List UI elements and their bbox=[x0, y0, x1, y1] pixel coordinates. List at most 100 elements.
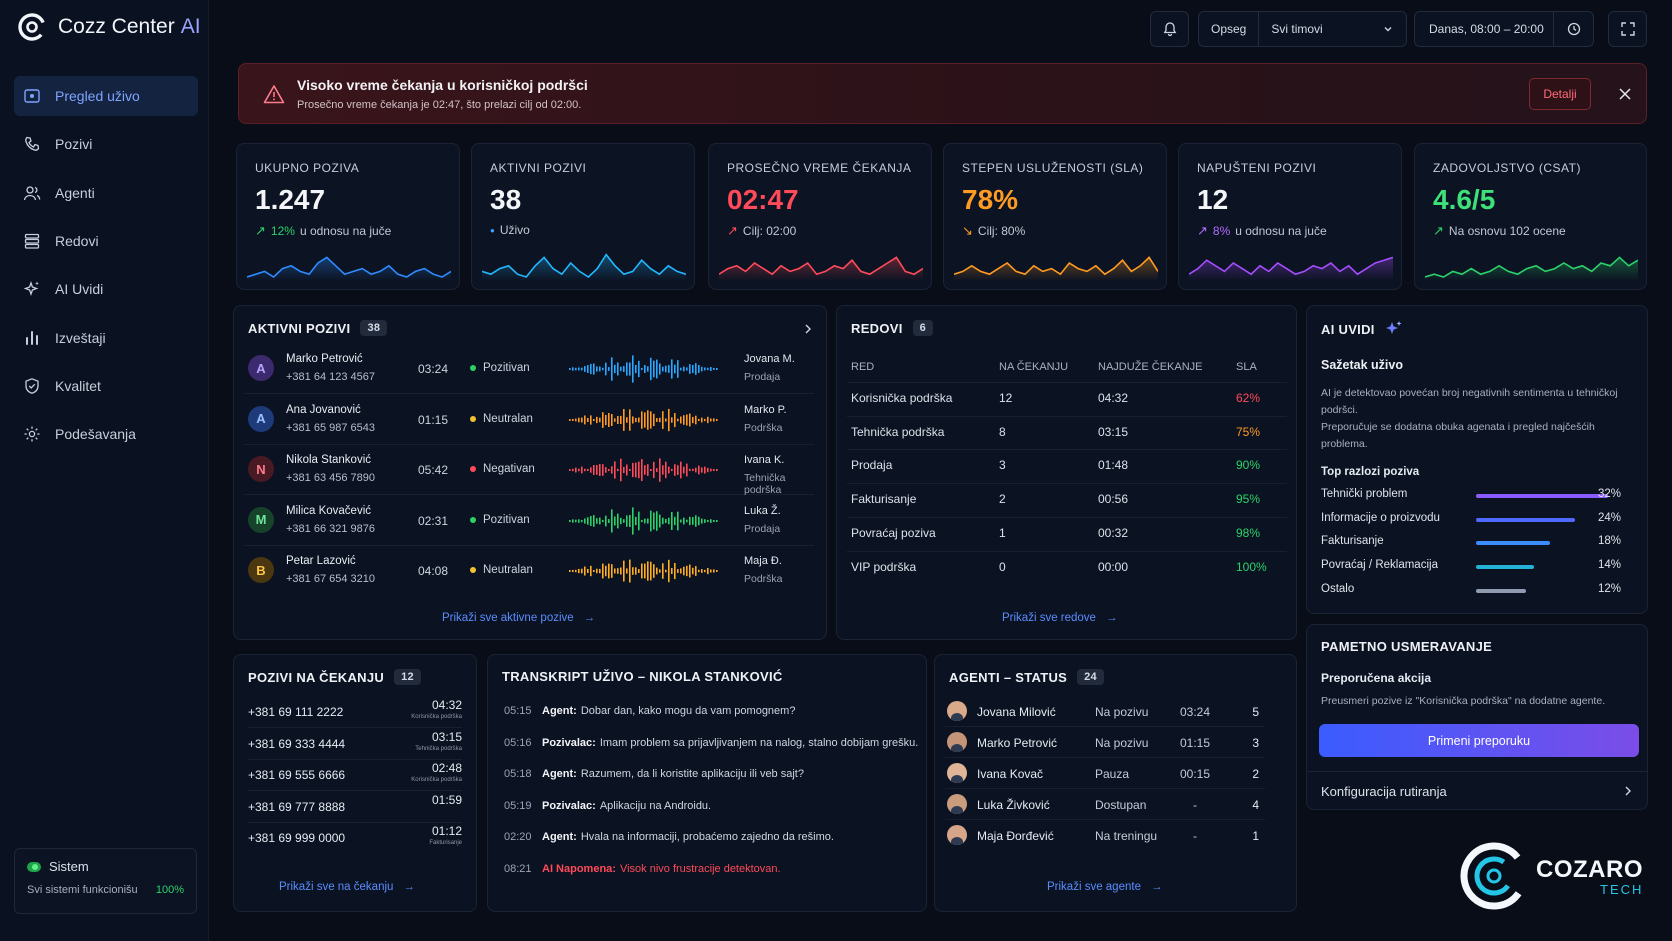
view-all-active-calls-link[interactable]: Prikaži sve aktivne pozive → bbox=[442, 612, 595, 624]
agent-name: Marko P. bbox=[744, 403, 787, 416]
time-range-select[interactable]: Danas, 08:00 – 20:00 bbox=[1414, 11, 1594, 47]
kpi-subtext: ● Uživo bbox=[490, 223, 530, 237]
scope-select[interactable]: Opseg Svi timovi bbox=[1198, 11, 1407, 47]
sidebar-item-0[interactable]: Pregled uživo bbox=[14, 76, 198, 116]
waveform-bar bbox=[617, 362, 619, 376]
waveform-bar bbox=[587, 516, 589, 525]
sidebar-item-7[interactable]: Podešavanja bbox=[14, 414, 198, 454]
routing-config-link[interactable]: Konfiguracija rutiranja bbox=[1307, 772, 1647, 810]
agent-status: Na pozivu bbox=[1095, 705, 1149, 719]
waveform-bar bbox=[593, 514, 595, 527]
clock-button[interactable] bbox=[1553, 12, 1593, 46]
sentiment: Pozitivan bbox=[470, 514, 530, 526]
alert-close-button[interactable] bbox=[1609, 78, 1641, 110]
chevron-right-icon[interactable] bbox=[803, 324, 813, 334]
table-row[interactable]: VIP podrška 0 00:00 100% bbox=[847, 550, 1287, 584]
table-row[interactable]: Fakturisanje 2 00:56 95% bbox=[847, 483, 1287, 516]
shield-icon bbox=[25, 377, 39, 394]
waveform-bar bbox=[623, 560, 625, 582]
waveform-bar bbox=[644, 563, 646, 579]
caller-name: Petar Lazović bbox=[286, 555, 356, 567]
kpi-subtext-label: Uživo bbox=[499, 223, 530, 237]
active-call-row[interactable]: A Ana Jovanović +381 65 987 6543 01:15 Neutr… bbox=[244, 395, 814, 445]
sidebar-item-4[interactable]: AI Uvidi bbox=[14, 269, 198, 309]
view-all-pending-link[interactable]: Prikaži sve na čekanju → bbox=[279, 881, 415, 893]
view-all-queues-link[interactable]: Prikaži sve redove → bbox=[1002, 612, 1117, 624]
agent-status: Na pozivu bbox=[1095, 736, 1149, 750]
table-cell-name: Tehnička podrška bbox=[851, 424, 945, 439]
app-logo[interactable]: Cozz Center AI bbox=[18, 13, 201, 41]
pending-wait-time: 01:12 bbox=[431, 824, 462, 838]
reason-pct: 24% bbox=[1597, 511, 1621, 524]
sparkline-area bbox=[1425, 257, 1638, 281]
pending-call-row[interactable]: +381 69 555 6666 02:48 Korisnička podrška bbox=[248, 758, 462, 791]
pending-call-row[interactable]: +381 69 333 4444 03:15 Tehnička podrška bbox=[248, 727, 462, 760]
agent-row[interactable]: Luka Živković Dostupan - 4 bbox=[945, 790, 1265, 820]
fullscreen-button[interactable] bbox=[1608, 11, 1647, 47]
agent-time: 01:15 bbox=[1179, 736, 1211, 750]
sparkle-icon bbox=[1385, 321, 1402, 334]
table-row[interactable]: Povraćaj poziva 1 00:32 98% bbox=[847, 516, 1287, 550]
sidebar-item-6[interactable]: Kvalitet bbox=[14, 366, 198, 406]
agent-team: Podrška bbox=[744, 573, 783, 585]
trend-icon: ↗ bbox=[255, 223, 266, 238]
arrow-right-icon: → bbox=[1105, 612, 1118, 624]
waveform-bar bbox=[584, 468, 586, 472]
notifications-button[interactable] bbox=[1150, 11, 1189, 47]
agent-row[interactable]: Maja Đorđević Na treningu - 1 bbox=[945, 821, 1265, 851]
waveform-bar bbox=[575, 418, 577, 421]
ai-summary-recommendation: Preporučuje se dodatna obuka agenata i p… bbox=[1321, 421, 1595, 450]
waveform-bar bbox=[581, 417, 583, 422]
table-row[interactable]: Tehnička podrška 8 03:15 75% bbox=[847, 415, 1287, 449]
agent-status: Pauza bbox=[1095, 767, 1130, 781]
sidebar-item-3[interactable]: Redovi bbox=[14, 221, 198, 261]
arrow-right-icon: → bbox=[403, 881, 415, 893]
kpi-card-2[interactable]: PROSEČNO VREME ČEKANJA 02:47 ↗ Cilj: 02:00 bbox=[708, 143, 932, 290]
alert-details-button[interactable]: Detalji bbox=[1529, 78, 1591, 110]
waveform-bar bbox=[698, 569, 700, 573]
waveform-bar bbox=[683, 517, 685, 524]
agents-count: 24 bbox=[1077, 669, 1104, 685]
kpi-card-4[interactable]: NAPUŠTENI POZIVI 12 ↗ 8% u odnosu na juče bbox=[1178, 143, 1402, 290]
active-call-row[interactable]: N Nikola Stanković +381 63 456 7890 05:42 Ne… bbox=[244, 445, 814, 496]
waveform-bar bbox=[680, 367, 682, 371]
table-cell-waiting: 0 bbox=[999, 559, 1006, 574]
pending-call-row[interactable]: +381 69 111 2222 04:32 Korisnička podrška bbox=[248, 695, 462, 728]
kpi-card-1[interactable]: AKTIVNI POZIVI 38 ● Uživo bbox=[471, 143, 695, 290]
kpi-card-0[interactable]: UKUPNO POZIVA 1.247 ↗ 12% u odnosu na juče bbox=[236, 143, 460, 290]
waveform-bar bbox=[710, 367, 712, 371]
active-call-row[interactable]: B Petar Lazović +381 67 654 3210 04:08 Neutr… bbox=[244, 546, 814, 596]
ai-insights-title: AI UVIDI bbox=[1321, 321, 1375, 337]
transcript-title: TRANSKRIPT UŽIVO – NIKOLA STANKOVIĆ bbox=[502, 669, 783, 684]
kpi-card-5[interactable]: ZADOVOLJSTVO (CSAT) 4.6/5 ↗ Na osnovu 102 o… bbox=[1414, 143, 1647, 290]
pending-queue: Fakturisanje bbox=[429, 840, 462, 846]
view-all-agents-link[interactable]: Prikaži sve agente → bbox=[1047, 881, 1162, 893]
active-call-row[interactable]: A Marko Petrović +381 64 123 4567 03:24 Pozi… bbox=[244, 344, 814, 394]
agent-row[interactable]: Jovana Milović Na pozivu 03:24 5 bbox=[945, 697, 1265, 727]
queues-header: REDOVI 6 bbox=[851, 320, 934, 336]
transcript-line: 02:20 Agent: Hvala na informaciji, probaće… bbox=[504, 831, 834, 843]
table-row[interactable]: Prodaja 3 01:48 90% bbox=[847, 449, 1287, 482]
ai-summary-title: Sažetak uživo bbox=[1321, 358, 1403, 372]
agent-row[interactable]: Ivana Kovač Pauza 00:15 2 bbox=[945, 759, 1265, 789]
agent-row[interactable]: Marko Petrović Na pozivu 01:15 3 bbox=[945, 728, 1265, 758]
kpi-card-3[interactable]: STEPEN USLUŽENOSTI (SLA) 78% ↘ Cilj: 80% bbox=[943, 143, 1167, 290]
system-status-text: Svi sistemi funkcionišu bbox=[27, 884, 138, 896]
sidebar-item-2[interactable]: Agenti bbox=[14, 173, 198, 213]
sidebar-item-1[interactable]: Pozivi bbox=[14, 124, 198, 164]
avatar: N bbox=[248, 456, 274, 482]
apply-recommendation-button[interactable]: Primeni preporuku bbox=[1319, 724, 1639, 757]
active-call-row[interactable]: M Milica Kovačević +381 66 321 9876 02:31 Po… bbox=[244, 496, 814, 546]
waveform-bar bbox=[653, 461, 655, 479]
active-calls-count: 38 bbox=[360, 320, 388, 336]
waveform-bar bbox=[626, 416, 628, 423]
sidebar-item-5[interactable]: Izveštaji bbox=[14, 318, 198, 358]
pending-call-row[interactable]: +381 69 777 8888 01:59 bbox=[248, 790, 462, 823]
waveform-bar bbox=[605, 414, 607, 425]
agent-name: Ivana Kovač bbox=[977, 767, 1044, 781]
agents-header: AGENTI – STATUS 24 bbox=[949, 669, 1104, 685]
waveform-bar bbox=[692, 468, 694, 472]
waveform-bar bbox=[578, 417, 580, 422]
pending-call-row[interactable]: +381 69 999 0000 01:12 Fakturisanje bbox=[248, 821, 462, 854]
table-row[interactable]: Korisnička podrška 12 04:32 62% bbox=[847, 382, 1287, 415]
